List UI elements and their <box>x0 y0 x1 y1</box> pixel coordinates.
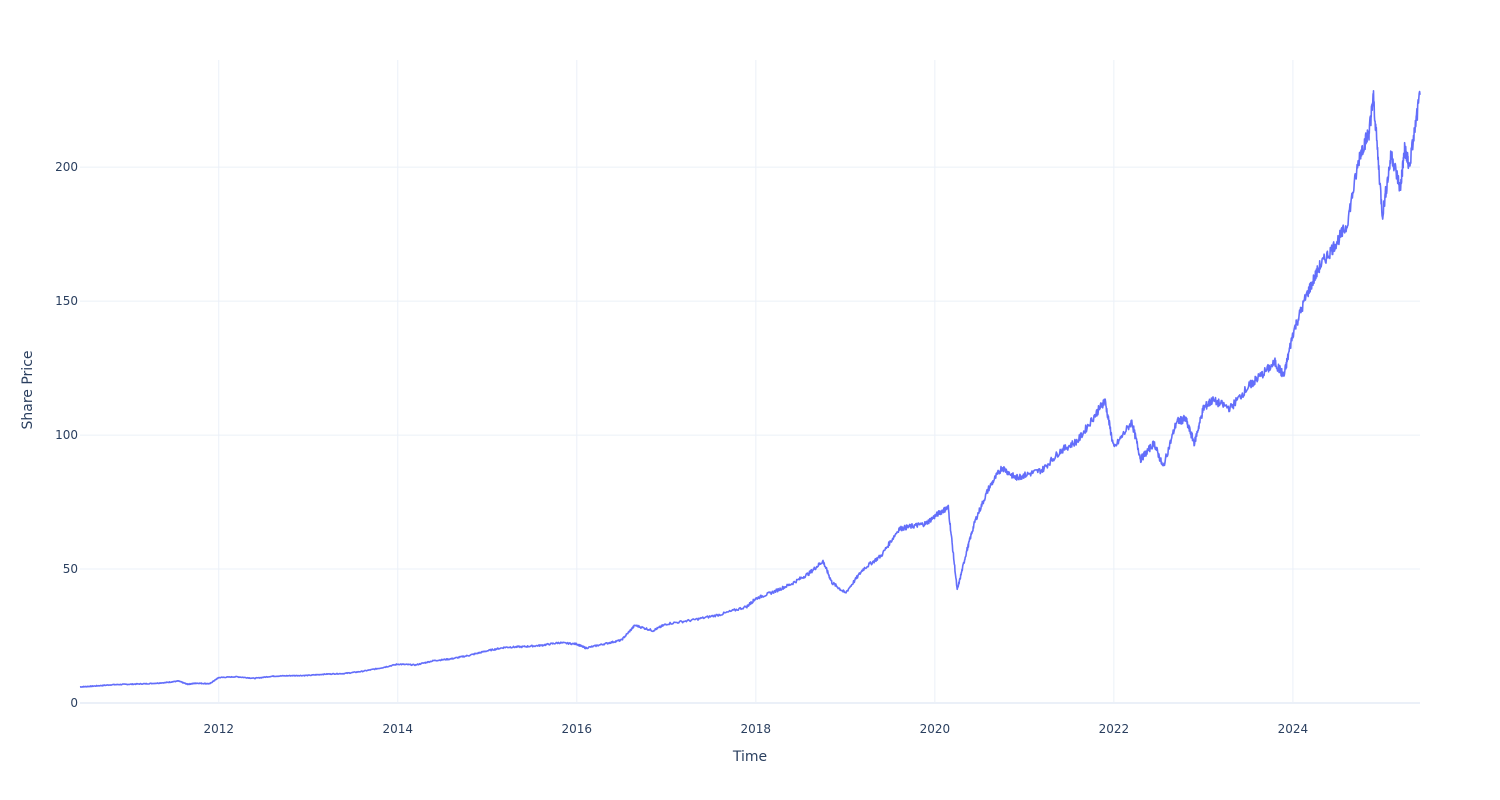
y-axis-title: Share Price <box>20 350 36 429</box>
y-tick-label: 150 <box>55 294 78 308</box>
x-tick-label: 2024 <box>1278 722 1309 736</box>
x-tick-label: 2022 <box>1099 722 1130 736</box>
grid-layer <box>80 60 1420 704</box>
y-tick-label: 100 <box>55 428 78 442</box>
x-tick-label: 2020 <box>920 722 951 736</box>
y-tick-label: 50 <box>63 562 78 576</box>
series-line <box>79 90 1421 689</box>
y-tick-label: 200 <box>55 160 78 174</box>
x-axis-title: Time <box>732 749 767 765</box>
x-tick-label: 2018 <box>741 722 772 736</box>
y-axis-ticks: 0 50 100 150 200 <box>55 160 78 710</box>
x-tick-label: 2014 <box>382 722 413 736</box>
x-axis-ticks: 2012 2014 2016 2018 2020 2022 2024 <box>203 722 1308 736</box>
series-layer <box>79 90 1421 689</box>
y-tick-label: 0 <box>70 696 78 710</box>
x-tick-label: 2012 <box>203 722 234 736</box>
x-tick-label: 2016 <box>562 722 593 736</box>
